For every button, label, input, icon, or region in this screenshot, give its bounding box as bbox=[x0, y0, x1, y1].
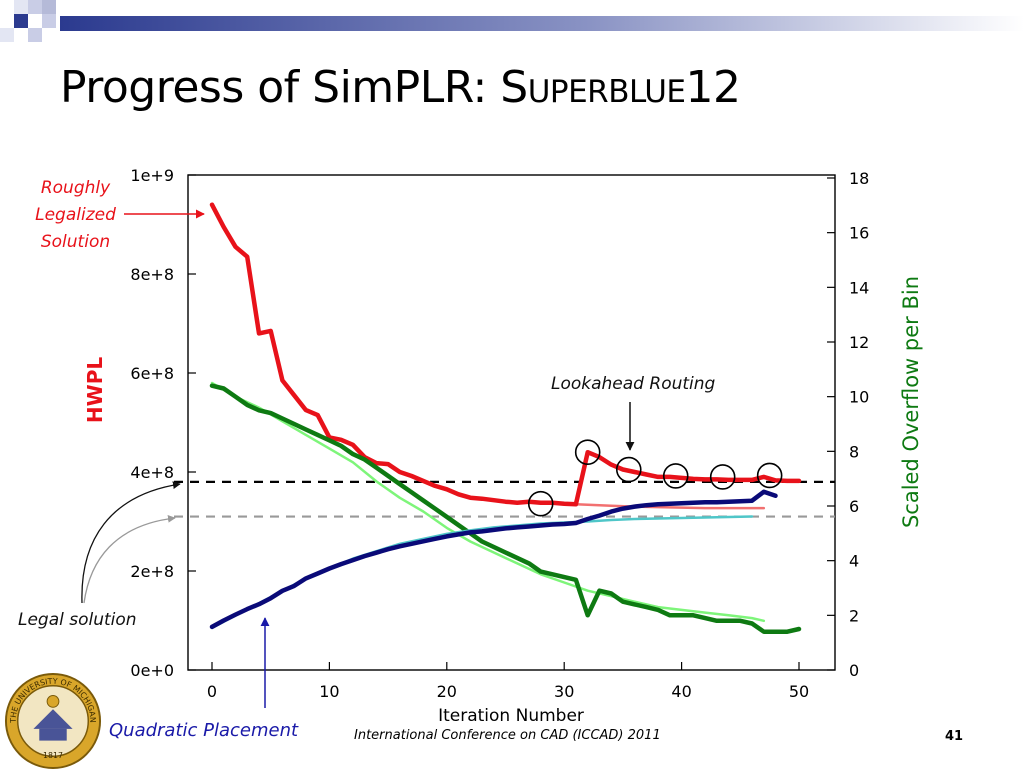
series-line-1 bbox=[210, 203, 766, 510]
y-left-tick-label: 4e+8 bbox=[130, 463, 174, 482]
y-right-axis-title: Scaled Overflow per Bin bbox=[899, 276, 923, 528]
y-left-tick-label: 0e+0 bbox=[130, 661, 174, 680]
lookahead-marker-1 bbox=[527, 490, 554, 517]
legal-solution-label: Legal solution bbox=[18, 610, 137, 630]
y-right-tick-label: 16 bbox=[849, 224, 869, 243]
x-tick-label: 20 bbox=[437, 682, 457, 701]
roughly-legalized-line-2: Legalized bbox=[35, 205, 116, 225]
x-axis-title: Iteration Number bbox=[438, 706, 584, 726]
header-decoration bbox=[0, 0, 1024, 42]
y-right-tick-label: 18 bbox=[849, 169, 869, 188]
y-right-tick-label: 12 bbox=[849, 333, 869, 352]
series-line-6 bbox=[209, 489, 778, 630]
x-tick-label: 30 bbox=[554, 682, 574, 701]
plot-border bbox=[187, 174, 836, 671]
slide-title-caps: uperblue12 bbox=[527, 62, 741, 113]
lookahead-marker-4 bbox=[662, 463, 689, 489]
y-right-tick-label: 10 bbox=[849, 388, 869, 407]
legal-solution-arrow-gray bbox=[83, 514, 176, 604]
y-right-tick-label: 4 bbox=[849, 552, 859, 571]
footer-conference: International Conference on CAD (ICCAD) … bbox=[354, 728, 661, 743]
marker-layer bbox=[527, 439, 783, 517]
y-right-tick-label: 14 bbox=[849, 278, 869, 297]
y-left-tick-label: 2e+8 bbox=[130, 562, 174, 581]
legal-solution-arrow-black bbox=[81, 481, 181, 604]
roughly-legalized-label: Roughly Legalized Solution bbox=[28, 175, 123, 256]
axes-layer: 0 10 20 30 40 50 0e+0 2e+8 4e+8 6e+8 8e+8 1e+9 0 2 4 6 8… bbox=[83, 166, 923, 726]
series-line-2 bbox=[209, 202, 802, 507]
x-tick-label: 10 bbox=[319, 682, 339, 701]
y-right-tick-label: 8 bbox=[849, 442, 859, 461]
y-left-tick-label: 8e+8 bbox=[130, 265, 174, 284]
lookahead-routing-label: Lookahead Routing bbox=[551, 374, 716, 394]
seal-year: 1817 bbox=[43, 751, 63, 760]
y-left-tick-label: 6e+8 bbox=[130, 364, 174, 383]
y-right-tick-label: 6 bbox=[849, 497, 859, 516]
lookahead-marker-2 bbox=[574, 439, 601, 466]
x-tick-label: 40 bbox=[671, 682, 691, 701]
quadratic-placement-label: Quadratic Placement bbox=[109, 720, 299, 741]
y-right-tick-label: 0 bbox=[849, 661, 859, 680]
university-seal-logo: THE UNIVERSITY OF MICHIGAN 1817 bbox=[4, 672, 102, 770]
lookahead-marker-3 bbox=[615, 456, 642, 483]
roughly-legalized-line-1: Roughly bbox=[40, 178, 111, 198]
lookahead-marker-6 bbox=[756, 462, 783, 489]
lookahead-marker-5 bbox=[709, 464, 736, 490]
x-tick-label: 0 bbox=[207, 682, 217, 701]
series-line-3 bbox=[210, 381, 766, 623]
y-left-tick-label: 1e+9 bbox=[130, 166, 174, 185]
y-left-axis-title: HWPL bbox=[83, 357, 107, 423]
series-line-4 bbox=[209, 383, 802, 634]
roughly-legalized-line-3: Solution bbox=[40, 232, 111, 252]
x-tick-label: 50 bbox=[789, 682, 809, 701]
y-right-tick-label: 2 bbox=[849, 606, 859, 625]
page-number: 41 bbox=[945, 729, 964, 744]
plot-frame bbox=[187, 174, 836, 671]
slide-title: Progress of SimPLR: Superblue12 bbox=[60, 62, 741, 113]
series-layer bbox=[209, 202, 802, 634]
